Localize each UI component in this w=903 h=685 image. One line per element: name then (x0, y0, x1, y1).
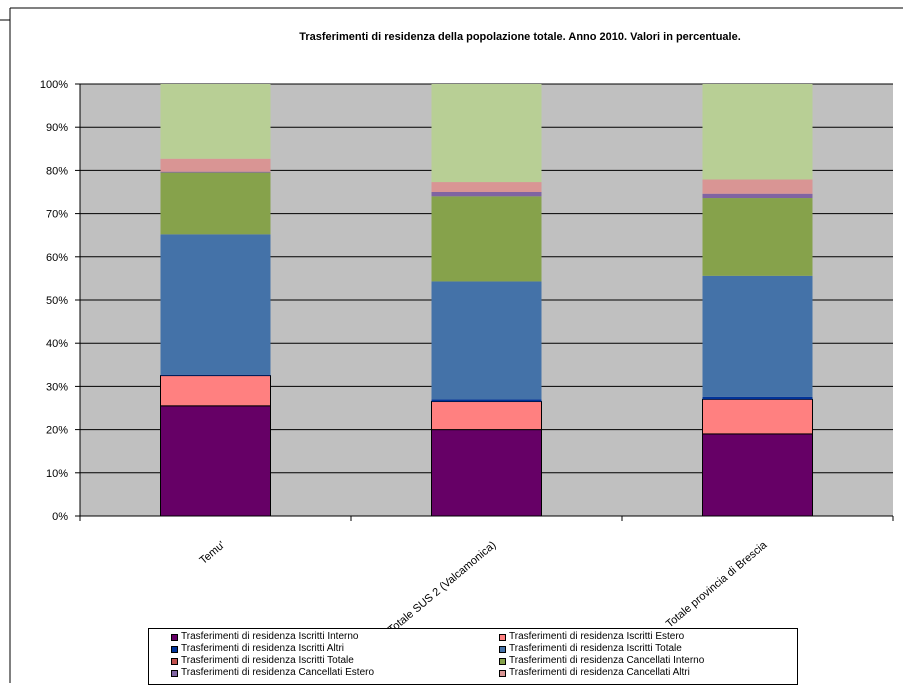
bar-segment (431, 84, 542, 183)
legend-item: Trasferimenti di residenza Cancellati Es… (171, 667, 374, 679)
legend-item: Trasferimenti di residenza Cancellati In… (499, 655, 704, 667)
bar-segment (431, 192, 542, 197)
legend-swatch (499, 633, 506, 641)
bar-segment (702, 275, 813, 397)
legend-item: Trasferimenti di residenza Cancellati Al… (499, 667, 690, 679)
legend-label: Trasferimenti di residenza Iscritti Este… (509, 631, 685, 642)
chart-legend: Trasferimenti di residenza Iscritti Inte… (148, 628, 798, 685)
bar-segment (431, 399, 542, 402)
legend-swatch (171, 633, 178, 641)
legend-swatch (499, 645, 506, 653)
y-tick-label: 40% (46, 338, 68, 350)
bar-segment (702, 398, 813, 435)
bar-segment (702, 84, 813, 180)
x-category-label: Totale SUS 2 (Valcamonica) (386, 539, 498, 636)
bar-segment (160, 171, 271, 173)
legend-item: Trasferimenti di residenza Iscritti Este… (499, 631, 684, 643)
bar-segment (160, 172, 271, 235)
bar-segment (160, 158, 271, 172)
legend-swatch (171, 645, 178, 653)
bar-segment (702, 396, 813, 400)
bar-segment (702, 193, 813, 199)
y-tick-label: 80% (46, 165, 68, 177)
legend-swatch (171, 657, 178, 665)
y-tick-label: 10% (46, 468, 68, 480)
legend-item: Trasferimenti di residenza Iscritti Tota… (171, 655, 354, 667)
bar-segment (702, 179, 813, 194)
bar-segment (431, 401, 542, 431)
legend-item: Trasferimenti di residenza Iscritti Tota… (499, 643, 682, 655)
bar-segment (702, 433, 813, 517)
y-tick-label: 70% (46, 209, 68, 221)
legend-label: Trasferimenti di residenza Cancellati In… (509, 655, 705, 666)
bar-segment (431, 196, 542, 282)
bar-segment (702, 198, 813, 276)
plot-area: 0% 10% 20% 30% 40% 50% 60% 70% 80% 90% 100% Temu' To… (40, 79, 894, 636)
legend-label: Trasferimenti di residenza Iscritti Inte… (181, 631, 359, 642)
legend-swatch (499, 657, 506, 665)
legend-swatch (499, 669, 506, 677)
x-category-label: Totale provincia di Brescia (664, 539, 770, 631)
bar-segment (160, 405, 271, 517)
legend-label: Trasferimenti di residenza Cancellati Al… (509, 667, 690, 678)
y-tick-label: 30% (46, 381, 68, 393)
bar-segment (160, 234, 271, 375)
bar-segment (160, 374, 271, 376)
y-tick-label: 90% (46, 122, 68, 134)
chart-title: Trasferimenti di residenza della popolaz… (299, 31, 741, 43)
legend-item: Trasferimenti di residenza Iscritti Altr… (171, 643, 344, 655)
legend-item: Trasferimenti di residenza Iscritti Inte… (171, 631, 358, 643)
y-tick-label: 100% (40, 79, 68, 91)
y-tick-label: 20% (46, 425, 68, 437)
legend-label: Trasferimenti di residenza Iscritti Tota… (181, 655, 354, 666)
legend-swatch (171, 669, 178, 677)
y-tick-label: 60% (46, 252, 68, 264)
legend-label: Trasferimenti di residenza Cancellati Es… (181, 667, 375, 678)
y-tick-label: 0% (52, 511, 68, 523)
x-category-label: Temu' (197, 539, 227, 567)
bar-segment (160, 375, 271, 407)
y-tick-label: 50% (46, 295, 68, 307)
bar-segment (431, 281, 542, 400)
legend-label: Trasferimenti di residenza Iscritti Tota… (509, 643, 682, 654)
bar-segment (431, 182, 542, 192)
legend-label: Trasferimenti di residenza Iscritti Altr… (181, 643, 345, 654)
bar-segment (431, 429, 542, 517)
bar-segment (160, 84, 271, 159)
